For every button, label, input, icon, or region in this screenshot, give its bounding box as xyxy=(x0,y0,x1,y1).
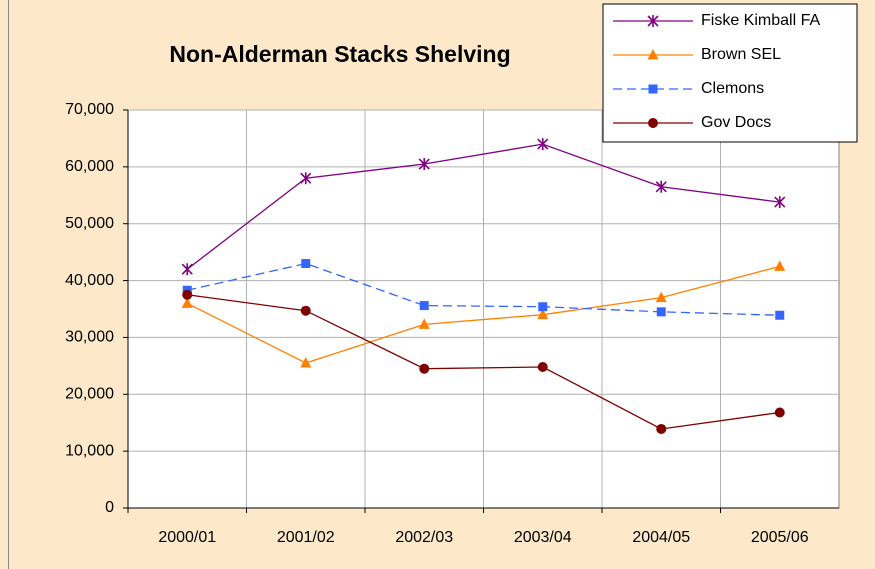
chart-title: Non-Alderman Stacks Shelving xyxy=(169,41,510,67)
marker xyxy=(648,84,658,94)
marker xyxy=(655,180,667,193)
legend-label: Fiske Kimball FA xyxy=(701,12,820,29)
y-tick-label: 40,000 xyxy=(65,272,114,289)
legend-label: Gov Docs xyxy=(701,114,771,131)
marker xyxy=(300,172,312,185)
legend-box xyxy=(602,3,858,143)
marker xyxy=(655,291,667,303)
marker xyxy=(537,138,549,151)
marker xyxy=(537,308,549,320)
y-tick-label: 10,000 xyxy=(65,442,114,459)
marker xyxy=(648,118,658,128)
marker xyxy=(182,289,193,300)
y-tick-label: 50,000 xyxy=(65,215,114,232)
marker xyxy=(419,363,430,374)
x-tick-label: 2003/04 xyxy=(514,529,572,546)
marker xyxy=(538,302,548,312)
y-tick-label: 60,000 xyxy=(65,158,114,175)
series-line xyxy=(187,262,780,316)
y-tick-label: 0 xyxy=(105,499,114,516)
marker xyxy=(656,307,666,317)
y-tick-label: 30,000 xyxy=(65,329,114,346)
series-line xyxy=(187,294,780,430)
marker xyxy=(300,305,311,316)
marker xyxy=(181,263,193,276)
marker xyxy=(647,15,659,27)
y-tick-label: 70,000 xyxy=(65,101,114,118)
marker xyxy=(537,361,548,372)
marker xyxy=(774,407,785,418)
marker xyxy=(775,310,785,320)
series-line xyxy=(186,265,780,364)
x-tick-label: 2002/03 xyxy=(395,529,453,546)
marker xyxy=(300,357,312,368)
marker xyxy=(656,423,667,434)
marker xyxy=(181,297,193,308)
y-tick-label: 20,000 xyxy=(65,386,114,403)
legend-label: Brown SEL xyxy=(701,46,781,63)
marker xyxy=(774,196,786,209)
x-tick-label: 2005/06 xyxy=(751,529,809,546)
series-line xyxy=(186,143,780,270)
marker xyxy=(301,259,311,269)
marker xyxy=(418,318,430,329)
legend-label: Clemons xyxy=(701,80,764,97)
marker xyxy=(647,49,659,60)
marker xyxy=(419,301,429,311)
x-tick-label: 2001/02 xyxy=(277,529,335,546)
x-tick-label: 2004/05 xyxy=(632,529,690,546)
x-tick-label: 2000/01 xyxy=(158,529,216,546)
marker xyxy=(418,158,430,171)
marker xyxy=(774,260,786,271)
